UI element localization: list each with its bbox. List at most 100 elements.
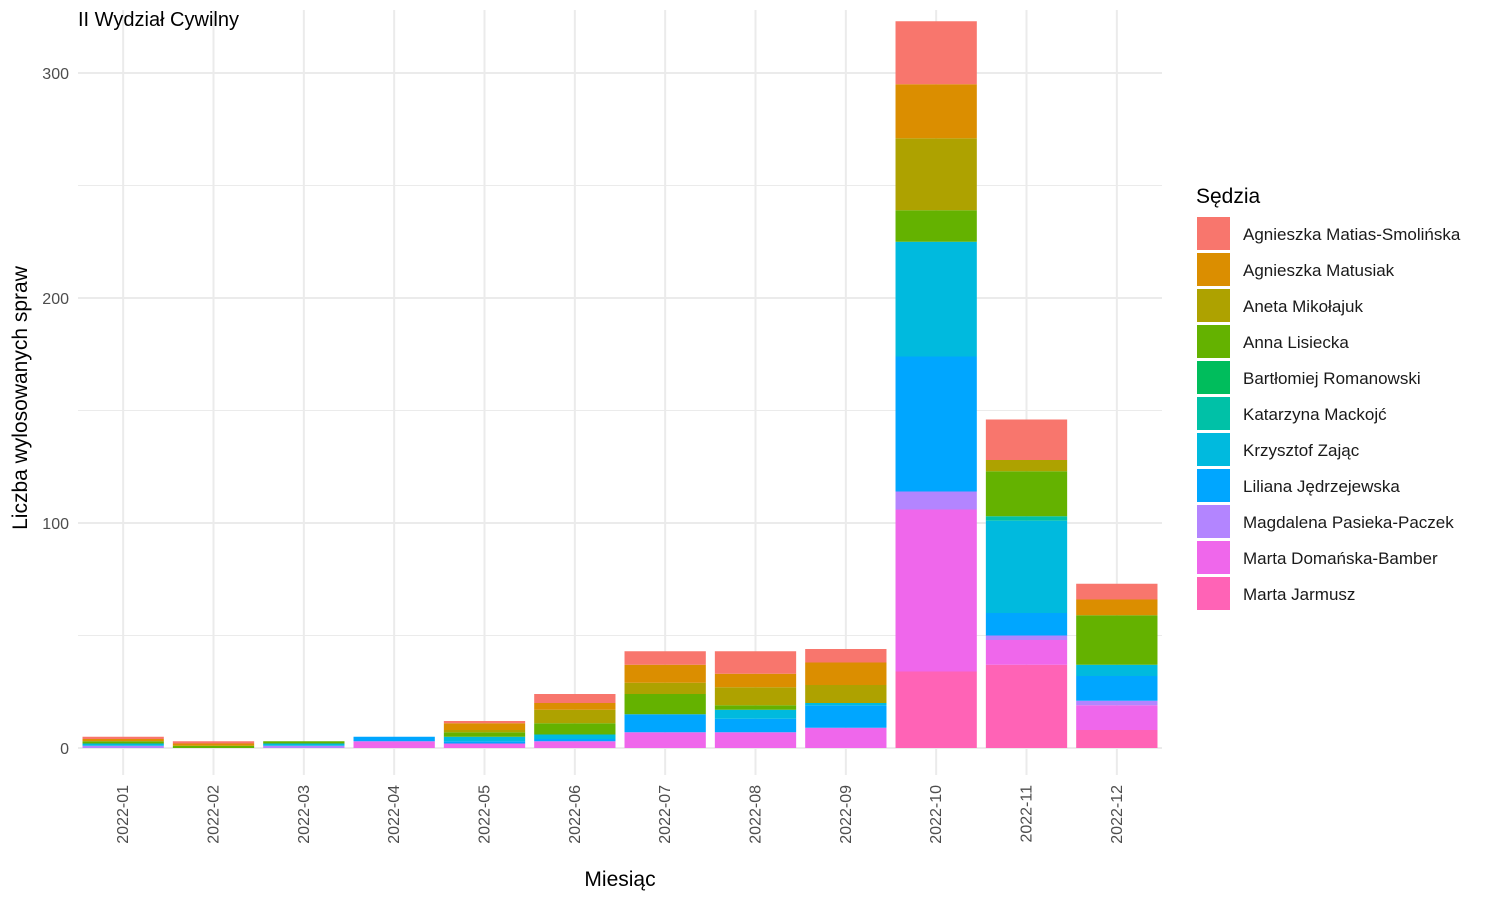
bar-segment [82,739,164,742]
bar-segment [82,743,164,746]
bar-segment [443,736,526,742]
bar-segment [805,685,887,703]
x-axis-title: Miesiąc [584,868,655,891]
bar-segment [714,673,797,688]
bar-segment [624,664,706,683]
bar-segment [624,682,706,694]
x-tick-label: 2022-06 [567,785,584,844]
bar-segment [1076,664,1158,676]
bar-segment [985,664,1068,748]
bar-segment [624,651,706,665]
bars [82,21,1158,748]
bar-segment [805,703,887,706]
x-tick-label: 2022-07 [657,785,674,844]
bar-segment [1076,615,1158,665]
bar-segment [895,241,977,357]
bar-segment [714,705,797,710]
x-tick-label: 2022-08 [748,785,765,844]
bar-segment [985,471,1068,517]
legend-label: Magdalena Pasieka-Paczek [1243,513,1454,532]
x-tick-label: 2022-04 [386,785,403,844]
bar-segment [895,509,977,672]
legend-key [1197,433,1230,466]
legend: Sędzia Agnieszka Matias-SmolińskaAgniesz… [1196,185,1461,610]
legend-items: Agnieszka Matias-Smolińska Agnieszka Matu… [1197,217,1461,610]
bar-segment [172,743,255,746]
bar-segment [82,741,164,744]
bar-segment [443,721,526,724]
x-tick-label: 2022-10 [928,785,945,844]
bar-segment [985,613,1068,636]
bar-segment [353,736,435,742]
bar-segment [353,741,435,748]
bar-segment [534,741,616,748]
legend-label: Agnieszka Matusiak [1243,261,1395,280]
bar-segment [895,210,977,242]
bar-segment [805,705,887,728]
bar-segment [895,138,977,211]
legend-label: Marta Jarmusz [1243,585,1355,604]
chart-title: II Wydział Cywilny [78,9,239,31]
bar-segment [443,730,526,733]
bar-segment [985,635,1068,640]
legend-key [1197,325,1230,358]
legend-key [1197,217,1230,250]
bar-segment [805,662,887,685]
bar-segment [1076,700,1158,706]
bar-segment [1076,599,1158,616]
y-tick-label: 0 [60,741,69,758]
bar-segment [714,651,797,674]
bar-segment [1076,583,1158,600]
bar-segment [714,718,797,733]
legend-key [1197,577,1230,610]
legend-key [1197,469,1230,502]
x-axis-ticks: 2022-01 2022-02 2022-03 2022-04 2022-05 2022-… [115,785,1126,844]
bar-segment [624,714,706,733]
bar-segment [534,734,616,739]
legend-label: Agnieszka Matias-Smolińska [1243,225,1461,244]
bar-segment [82,745,164,748]
bar-segment [985,460,1068,472]
bar-segment [263,743,345,746]
bar-segment [805,727,887,748]
x-tick-label: 2022-01 [115,785,132,844]
y-axis-title: Liczba wylosowanych spraw [9,265,32,530]
x-tick-label: 2022-02 [206,785,223,844]
legend-key [1197,361,1230,394]
bar-segment [624,732,706,748]
y-tick-label: 200 [42,291,69,308]
bar-segment [534,723,616,735]
bar-segment [714,709,797,719]
bar-segment [1076,730,1158,748]
legend-key [1197,289,1230,322]
bar-segment [805,649,887,663]
bar-segment [263,741,345,744]
bar-segment [1076,705,1158,730]
x-tick-label: 2022-03 [296,785,313,844]
bar-segment [443,732,526,737]
bar-segment [895,21,977,85]
bar-segment [985,516,1068,521]
bar-segment [985,640,1068,665]
legend-label: Anna Lisiecka [1243,333,1349,352]
bar-segment [624,694,706,715]
bar-segment [534,709,616,724]
bar-segment [443,743,526,748]
bar-segment [1076,676,1158,701]
bar-segment [534,703,616,710]
legend-label: Bartłomiej Romanowski [1243,369,1421,388]
bar-segment [985,419,1068,460]
bar-segment [985,520,1068,613]
bar-segment [82,736,164,739]
legend-label: Marta Domańska-Bamber [1243,549,1438,568]
bar-segment [895,84,977,139]
legend-title: Sędzia [1196,185,1261,208]
bar-segment [443,723,526,730]
bar-segment [172,741,255,744]
legend-label: Liliana Jędrzejewska [1243,477,1400,496]
legend-key [1197,505,1230,538]
bar-segment [895,671,977,748]
bar-segment [714,687,797,706]
